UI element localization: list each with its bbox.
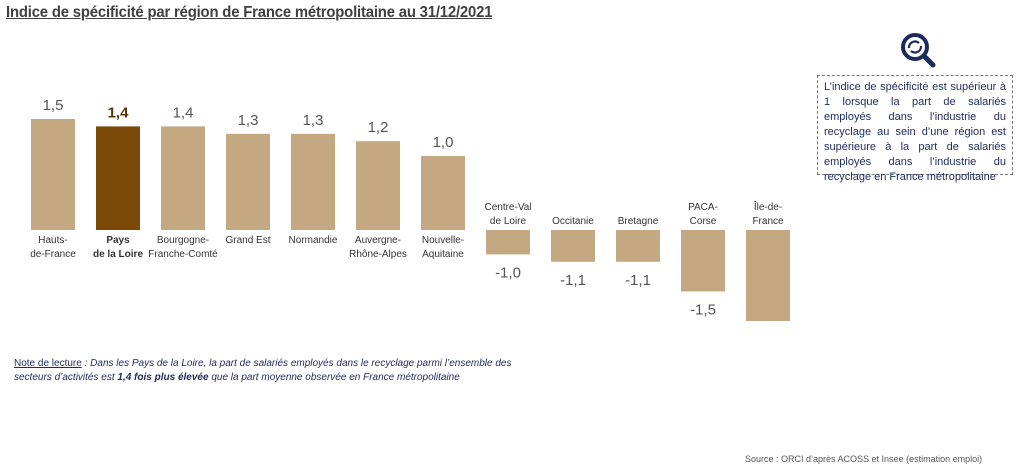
reading-note: Note de lecture : Dans les Pays de la Lo…: [14, 357, 514, 385]
value-label-9: -1,1: [625, 272, 651, 289]
bar-3: [226, 133, 270, 230]
bar-2: [161, 126, 205, 230]
value-label-3: 1,3: [238, 112, 259, 129]
bar-6: [421, 156, 465, 230]
chart-title: Indice de spécificité par région de Fran…: [6, 4, 493, 21]
bar-7: [486, 230, 530, 255]
info-box-text: L’indice de spécificité est supérieur à …: [824, 81, 1006, 183]
value-label-0: 1,5: [43, 97, 64, 114]
reading-note-label: Note de lecture: [14, 358, 82, 369]
category-label-9: Bretagne: [618, 216, 659, 227]
category-label-0: Hauts-de-France: [30, 235, 76, 260]
value-label-10: -1,5: [690, 301, 716, 318]
info-box: L’indice de spécificité est supérieur à …: [817, 75, 1013, 183]
value-label-8: -1,1: [560, 272, 586, 289]
category-label-1: Pays de la Loire: [93, 235, 143, 260]
category-label-6: Nouvelle-Aquitaine: [422, 235, 464, 260]
magnifier-recycle-icon: [901, 33, 936, 68]
value-label-7: -1,0: [495, 264, 521, 281]
reading-note-emphasis: 1,4 fois plus élevée: [117, 372, 209, 383]
category-label-5: Auvergne-Rhône-Alpes: [349, 235, 407, 260]
value-label-4: 1,3: [303, 112, 324, 129]
category-label-11: Île-de-France: [752, 200, 784, 227]
reading-note-text-2: que la part moyenne observée en France m…: [208, 372, 460, 383]
value-label-2: 1,4: [173, 104, 194, 121]
category-label-10: PACA-Corse: [688, 202, 718, 227]
bar-11: [746, 230, 790, 322]
reading-note-text-1: : Dans les Pays de la Loire, la part de …: [14, 358, 512, 383]
value-label-6: 1,0: [433, 134, 454, 151]
bar-9: [616, 230, 660, 262]
bar-8: [551, 230, 595, 262]
source-note: Source : ORCI d’après ACOSS et Insee (es…: [745, 454, 983, 464]
value-label-1: 1,4: [108, 104, 130, 121]
category-label-4: Normandie: [289, 235, 338, 246]
bar-10: [681, 230, 725, 292]
category-label-7: Centre-Val de Loire: [484, 202, 531, 227]
category-label-8: Occitanie: [552, 216, 594, 227]
bar-0: [31, 119, 75, 230]
bar-1: [96, 126, 140, 230]
bar-4: [291, 133, 335, 230]
bar-5: [356, 141, 400, 230]
category-label-2: Bourgogne-Franche-Comté: [148, 235, 218, 260]
category-label-3: Grand Est: [225, 235, 270, 246]
value-label-5: 1,2: [368, 119, 389, 136]
